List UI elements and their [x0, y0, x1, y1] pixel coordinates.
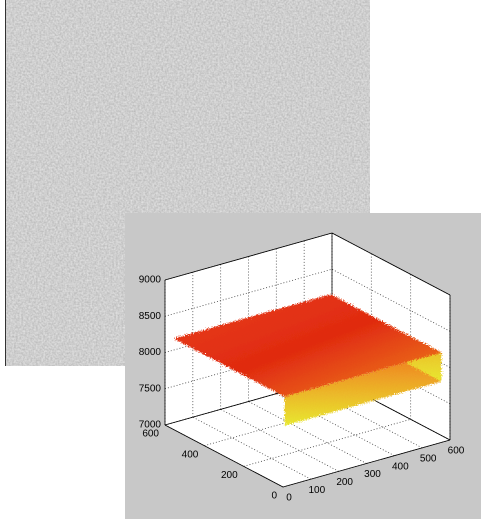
- z-tick-label: 8000: [139, 347, 162, 358]
- y-tick-label: 400: [182, 449, 199, 460]
- page: 7000750080008500900001002003004005006000…: [0, 0, 481, 519]
- x-tick-label: 600: [448, 446, 465, 457]
- z-tick-label: 7500: [139, 383, 162, 394]
- x-tick-label: 400: [392, 461, 409, 472]
- y-tick-label: 0: [271, 491, 277, 502]
- z-tick-label: 9000: [139, 275, 162, 286]
- y-tick-label: 200: [221, 470, 238, 481]
- x-tick-label: 500: [420, 453, 437, 464]
- x-tick-label: 300: [364, 469, 381, 480]
- x-tick-label: 0: [286, 493, 292, 504]
- y-tick-label: 600: [142, 429, 159, 440]
- x-tick-label: 100: [308, 485, 325, 496]
- x-tick-label: 200: [336, 477, 353, 488]
- z-tick-label: 8500: [139, 311, 162, 322]
